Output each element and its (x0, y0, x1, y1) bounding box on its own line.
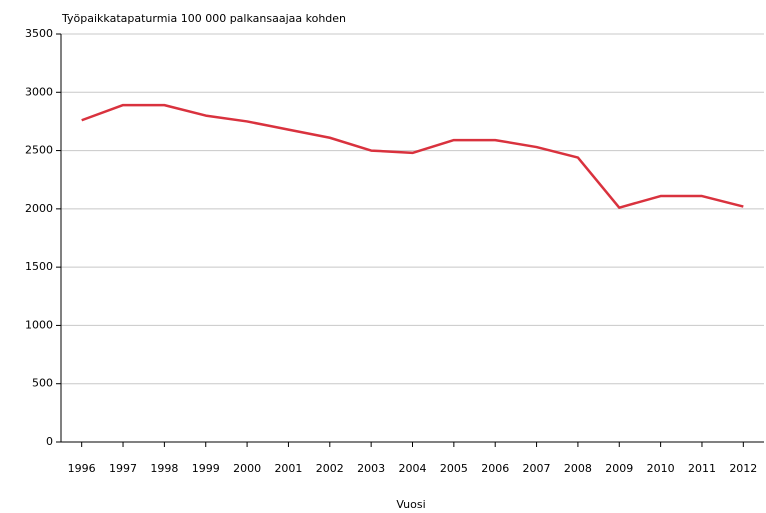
x-tick-label: 2005 (440, 462, 468, 475)
x-tick-label: 1996 (68, 462, 96, 475)
x-tick-label: 2004 (399, 462, 427, 475)
x-tick-label: 2007 (523, 462, 551, 475)
x-tick-label: 1998 (150, 462, 178, 475)
y-tick-label: 500 (32, 377, 53, 390)
x-axis-label: Vuosi (396, 498, 425, 511)
x-tick-label: 1997 (109, 462, 137, 475)
x-tick-label: 2006 (481, 462, 509, 475)
y-tick-label: 3000 (25, 85, 53, 98)
x-tick-label: 2002 (316, 462, 344, 475)
y-tick-label: 1500 (25, 260, 53, 273)
chart-title: Työpaikkatapaturmia 100 000 palkansaajaa… (61, 12, 346, 25)
x-tick-label: 2000 (233, 462, 261, 475)
x-tick-label: 2009 (605, 462, 633, 475)
y-tick-label: 0 (46, 435, 53, 448)
x-tick-label: 2010 (647, 462, 675, 475)
x-tick-label: 2001 (274, 462, 302, 475)
x-tick-label: 2003 (357, 462, 385, 475)
x-tick-label: 2008 (564, 462, 592, 475)
data-line (81, 103, 744, 209)
y-tick-label: 2500 (25, 144, 53, 157)
y-tick-label: 1000 (25, 318, 53, 331)
x-tick-label: 1999 (192, 462, 220, 475)
y-tick-label: 2000 (25, 202, 53, 215)
y-tick-label: 3500 (25, 27, 53, 40)
x-tick-label: 2012 (729, 462, 757, 475)
x-tick-label: 2011 (688, 462, 716, 475)
